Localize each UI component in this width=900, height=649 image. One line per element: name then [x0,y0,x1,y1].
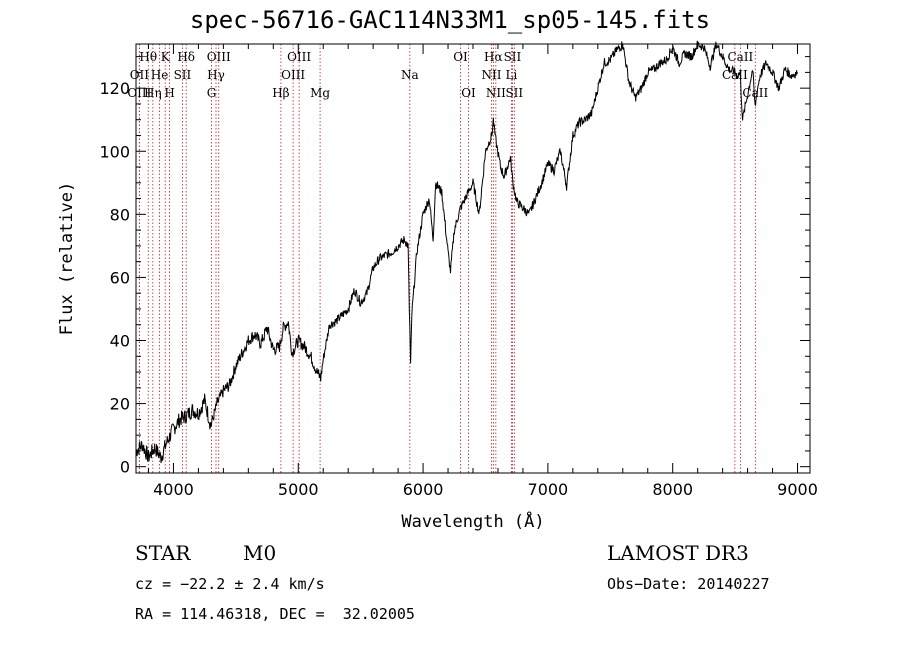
line-marker-label: Hα [484,50,503,64]
line-marker-label: Hβ [272,86,289,100]
plot-frame [135,43,811,474]
line-marker-label: OIII [127,86,151,100]
line-marker-label: H [164,86,174,100]
y-tick-label: 60 [110,268,130,287]
line-marker-label: SII [174,68,192,82]
line-marker-label: Hδ [177,50,195,64]
line-marker-label: OI [461,86,476,100]
line-marker-label: OIII [207,50,231,64]
chart-title: spec-56716-GAC114N33M1_sp05-145.fits [189,6,711,34]
line-marker-label: OI [453,50,468,64]
line-markers [138,44,756,473]
line-marker-label: CaII [742,86,768,100]
x-tick-label: 9000 [777,480,818,499]
line-marker-label: K [161,50,171,64]
y-axis-label: Flux (relative) [57,182,77,336]
x-tick-label: 7000 [528,480,569,499]
x-tick-label: 8000 [652,480,693,499]
line-marker-label: Na [401,68,419,82]
line-marker-label: SII [504,50,522,64]
line-marker-label: Hθ [139,50,157,64]
line-marker-label: CaII [722,68,748,82]
line-marker-label: OIII [287,50,311,64]
y-tick-label: 100 [99,142,130,161]
axes: 4000 5000 6000 7000 8000 9000 0 20 40 60 80 100 120 W… [57,43,818,532]
x-axis-label: Wavelength (Å) [401,510,544,532]
x-tick-label: 5000 [278,480,319,499]
line-marker-label: Hγ [207,68,225,82]
spectrum-line [135,40,798,464]
line-marker-label: CaII [727,50,753,64]
y-tick-label: 20 [110,395,130,414]
redshift-velocity: cz = −22.2 ± 2.4 km/s [135,575,325,593]
y-tick-label: 40 [110,332,130,351]
line-marker-label: OIII [281,68,305,82]
y-tick-label: 0 [120,458,130,477]
object-class: STAR [135,541,191,565]
x-tick-label: 4000 [153,480,194,499]
spectrum-series [135,40,798,464]
x-tick-label: 6000 [403,480,444,499]
sky-coordinates: RA = 114.46318, DEC = 32.02005 [135,605,415,623]
y-tick-label: 120 [99,79,130,98]
line-marker-label: NII [486,86,506,100]
object-subclass: M0 [243,541,277,565]
survey-name: LAMOST DR3 [607,541,749,565]
line-marker-label: NII [481,68,501,82]
line-marker-label: OII [130,68,150,82]
line-marker-label: Mg [310,86,330,100]
observation-date: Obs−Date: 20140227 [607,575,770,593]
line-marker-label: SII [505,86,523,100]
line-marker-label: He [151,68,169,82]
y-tick-label: 80 [110,205,130,224]
line-marker-label: G [207,86,217,100]
line-marker-label: Hη [144,86,162,100]
line-marker-label: Li [506,68,518,82]
